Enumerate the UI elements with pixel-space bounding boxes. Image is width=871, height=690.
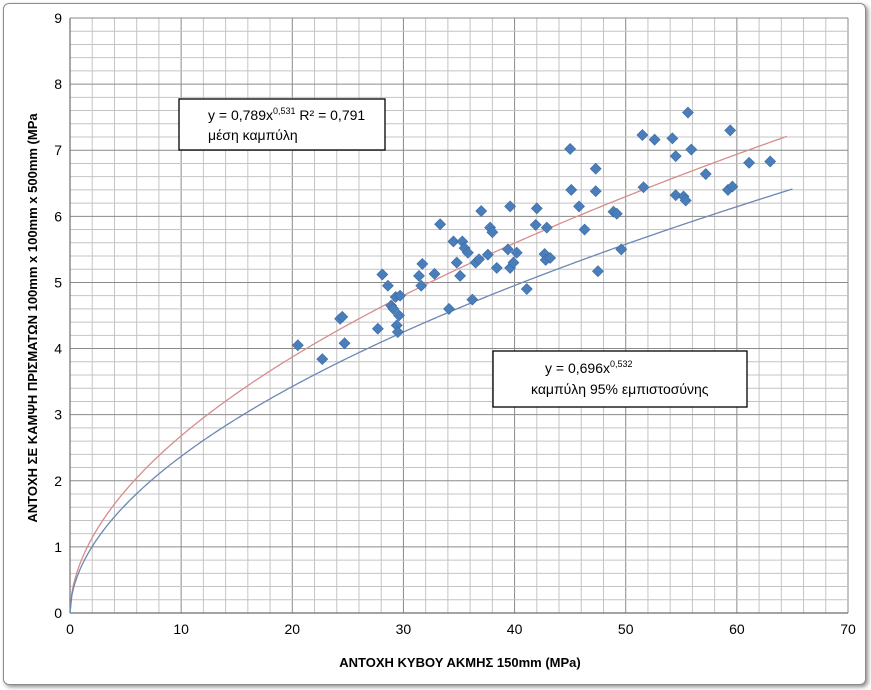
y-tick-label: 6: [54, 208, 62, 224]
y-tick-label: 1: [54, 539, 62, 555]
y-tick-label: 5: [54, 274, 62, 290]
data-point: [413, 269, 425, 282]
data-point: [679, 194, 692, 207]
equation-mean-base: y = 0,789x: [208, 107, 273, 123]
data-point: [475, 205, 488, 217]
x-tick-label: 0: [66, 621, 74, 637]
data-point: [504, 200, 517, 213]
x-tick-label: 30: [396, 621, 412, 637]
y-tick-label: 8: [54, 76, 62, 92]
data-point: [481, 248, 494, 261]
data-point: [443, 302, 455, 315]
data-point: [682, 106, 694, 119]
data-point: [415, 279, 428, 292]
x-tick-label: 10: [173, 621, 189, 637]
x-axis-title: ΑΝΤΟΧΗ ΚΥΒΟΥ ΑΚΜΗΣ 150mm (MPa): [339, 655, 580, 670]
data-point: [615, 243, 628, 256]
y-tick-label: 0: [54, 605, 62, 621]
data-point: [371, 322, 384, 335]
data-point: [666, 132, 679, 145]
data-point: [699, 168, 712, 180]
equation-95-caption: καμπύλη 95% εμπιστοσύνης: [531, 381, 709, 397]
y-axis-title: ΑΝΤΟΧΗ ΣΕ ΚΑΜΨΗ ΠΡΙΣΜΑΤΩΝ 100mm x 100mm …: [25, 113, 40, 523]
mean-curve: [69, 135, 788, 614]
data-point: [530, 202, 543, 215]
y-tick-label: 4: [54, 341, 62, 357]
data-point: [637, 181, 650, 194]
data-point: [486, 226, 499, 239]
data-point: [291, 339, 304, 352]
x-tick-label: 20: [284, 621, 300, 637]
data-point: [466, 293, 479, 306]
data-point: [529, 219, 542, 231]
equation-95-exponent: 0,532: [610, 359, 633, 369]
x-tick-label: 70: [840, 621, 856, 637]
data-point: [501, 243, 514, 256]
fitted-curves: [69, 135, 793, 614]
data-point: [428, 267, 441, 280]
equation-mean-caption: μέση καμπύλη: [208, 127, 298, 143]
data-point: [540, 221, 553, 234]
data-point: [669, 189, 682, 202]
data-point: [391, 326, 404, 338]
x-tick-label: 60: [729, 621, 745, 637]
data-point: [648, 133, 661, 146]
axes: [69, 18, 848, 614]
equation-mean-r2: R² = 0,791: [296, 107, 366, 123]
equation-95: y = 0,696x0,532: [545, 359, 633, 376]
data-point: [450, 256, 463, 269]
data-point: [416, 258, 429, 270]
x-tick-label: 40: [507, 621, 523, 637]
data-point: [743, 156, 756, 169]
data-point: [434, 218, 447, 231]
data-point: [381, 279, 394, 292]
data-point: [520, 283, 533, 295]
data-point: [573, 200, 585, 213]
data-point: [316, 353, 329, 366]
data-point: [764, 155, 777, 168]
data-point: [376, 268, 389, 281]
data-point: [447, 235, 460, 248]
y-tick-label: 7: [54, 142, 62, 158]
data-point: [387, 302, 400, 315]
chart-frame: [3, 3, 866, 685]
data-point: [394, 289, 407, 302]
tick-labels: 0 10 20 30 40 50 60 70 0 1 2 3 4 5 6 7 8 9: [54, 10, 856, 637]
equation-box-mean: y = 0,789x0,531 R² = 0,791 μέση καμπύλη: [178, 98, 386, 151]
equation-95-base: y = 0,696x: [545, 360, 610, 376]
data-point: [726, 180, 739, 193]
data-point: [461, 246, 474, 259]
data-point: [724, 124, 737, 137]
data-point: [473, 253, 485, 266]
data-points: [291, 106, 777, 366]
data-point: [338, 337, 351, 350]
equation-mean-exponent: 0,531: [273, 106, 296, 116]
y-tick-label: 9: [54, 10, 62, 26]
data-point: [564, 142, 577, 155]
data-point: [610, 207, 623, 220]
y-tick-label: 3: [54, 407, 62, 423]
data-point: [510, 246, 523, 259]
data-point: [669, 150, 682, 163]
data-point: [636, 129, 649, 141]
data-point: [490, 261, 503, 274]
data-point: [685, 143, 698, 156]
data-point: [589, 185, 602, 198]
equation-box-95: y = 0,696x0,532 καμπύλη 95% εμπιστοσύνης: [492, 350, 748, 408]
data-point: [454, 269, 467, 282]
equation-mean: y = 0,789x0,531 R² = 0,791: [208, 106, 365, 123]
data-point: [589, 162, 602, 175]
x-tick-label: 50: [618, 621, 634, 637]
data-point: [565, 183, 578, 196]
data-point: [393, 309, 405, 322]
data-point: [592, 265, 604, 278]
data-point: [578, 223, 591, 236]
data-point: [336, 310, 349, 323]
confidence-curve: [69, 188, 793, 614]
y-tick-label: 2: [54, 473, 62, 489]
data-point: [544, 252, 557, 264]
data-point: [507, 256, 520, 269]
